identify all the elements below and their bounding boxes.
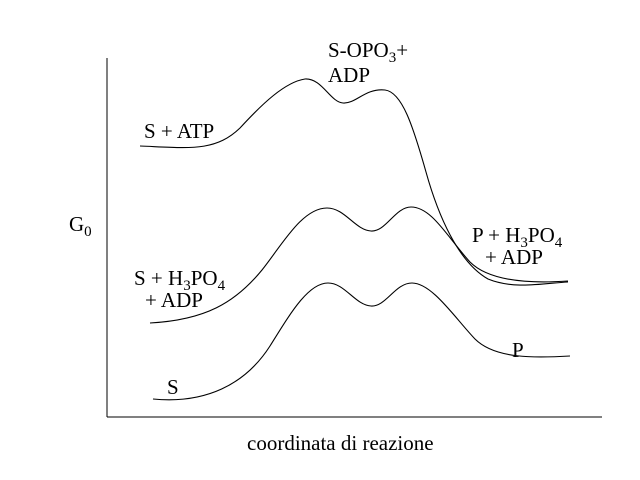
label-s: S: [167, 375, 179, 399]
label-s-h3po4-line1: S + H3PO4: [134, 266, 226, 294]
label-s-opo3-line2: ADP: [328, 63, 370, 87]
label-p-h3po4-line2: + ADP: [485, 245, 543, 269]
x-axis-label: coordinata di reazione: [247, 431, 434, 455]
curve-atp-line: [139, 78, 569, 286]
y-axis-label: G0: [69, 212, 92, 240]
label-s-opo3-line1: S-OPO3+: [328, 38, 408, 66]
curve-phosphate-line: [149, 206, 569, 324]
label-p: P: [512, 338, 524, 362]
label-s-h3po4-line2: + ADP: [145, 288, 203, 312]
curve-simple-line: [152, 282, 571, 401]
label-p-h3po4-line1: P + H3PO4: [472, 223, 563, 251]
label-s-atp: S + ATP: [144, 119, 214, 143]
